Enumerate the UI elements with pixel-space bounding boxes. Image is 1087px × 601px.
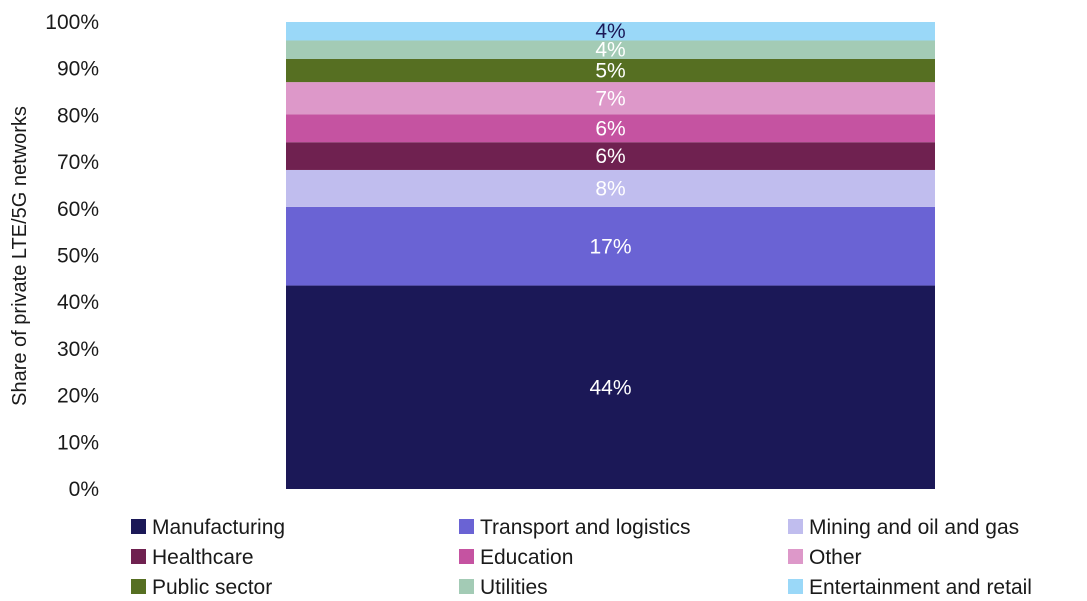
legend-label: Mining and oil and gas [809, 516, 1019, 539]
bar-segment [286, 206, 935, 286]
legend-label: Other [809, 546, 862, 569]
bar-segment [286, 169, 935, 207]
y-tick-label: 100% [45, 11, 99, 34]
bar-segment [286, 22, 935, 41]
legend-item: Manufacturing [131, 516, 285, 539]
data-label: 7% [595, 87, 625, 110]
legend: Manufacturing Transport and logistics Mini… [131, 516, 1032, 599]
bar-segment [286, 114, 935, 143]
legend-label: Manufacturing [152, 516, 285, 539]
data-label: 4% [595, 20, 625, 43]
y-tick-label: 70% [57, 151, 99, 174]
legend-swatch [788, 549, 803, 564]
legend-item: Utilities [459, 576, 548, 599]
y-tick-label: 90% [57, 58, 99, 81]
legend-item: Entertainment and retail [788, 576, 1032, 599]
bar-segment [286, 58, 935, 83]
y-tick-label: 40% [57, 291, 99, 314]
legend-swatch [459, 579, 474, 594]
data-label: 6% [595, 117, 625, 140]
legend-item: Other [788, 546, 862, 569]
legend-swatch [459, 519, 474, 534]
legend-swatch [131, 549, 146, 564]
legend-item: Mining and oil and gas [788, 516, 1019, 539]
y-tick-label: 20% [57, 385, 99, 408]
legend-label: Transport and logistics [480, 516, 690, 539]
legend-label: Education [480, 546, 573, 569]
y-tick-label: 60% [57, 198, 99, 221]
y-axis-label: Share of private LTE/5G networks [9, 106, 31, 406]
y-tick-label: 30% [57, 338, 99, 361]
y-axis-ticks: 0% 10% 20% 30% 40% 50% 60% 70% 80% 90% 100% [45, 11, 99, 501]
legend-swatch [131, 519, 146, 534]
legend-label: Public sector [152, 576, 272, 599]
data-label: 5% [595, 60, 625, 83]
legend-swatch [788, 519, 803, 534]
y-tick-label: 50% [57, 245, 99, 268]
legend-item: Public sector [131, 576, 272, 599]
legend-item: Healthcare [131, 546, 254, 569]
y-tick-label: 0% [69, 478, 99, 501]
bar-segment [286, 82, 935, 115]
bar-segment [286, 40, 935, 59]
legend-label: Utilities [480, 576, 548, 599]
bar-segment [286, 285, 935, 489]
y-tick-label: 10% [57, 431, 99, 454]
data-label: 8% [595, 177, 625, 200]
data-label: 44% [589, 376, 631, 399]
bar-segment [286, 142, 935, 170]
legend-item: Education [459, 546, 573, 569]
legend-swatch [459, 549, 474, 564]
legend-swatch [131, 579, 146, 594]
data-labels: 44%17%8%6%6%7%5%4%4% [589, 20, 631, 399]
legend-item: Transport and logistics [459, 516, 690, 539]
data-label: 17% [589, 235, 631, 258]
data-label: 4% [595, 39, 625, 62]
y-tick-label: 80% [57, 104, 99, 127]
legend-label: Healthcare [152, 546, 254, 569]
data-label: 6% [595, 145, 625, 168]
bar-segments [286, 22, 935, 489]
legend-label: Entertainment and retail [809, 576, 1032, 599]
legend-swatch [788, 579, 803, 594]
